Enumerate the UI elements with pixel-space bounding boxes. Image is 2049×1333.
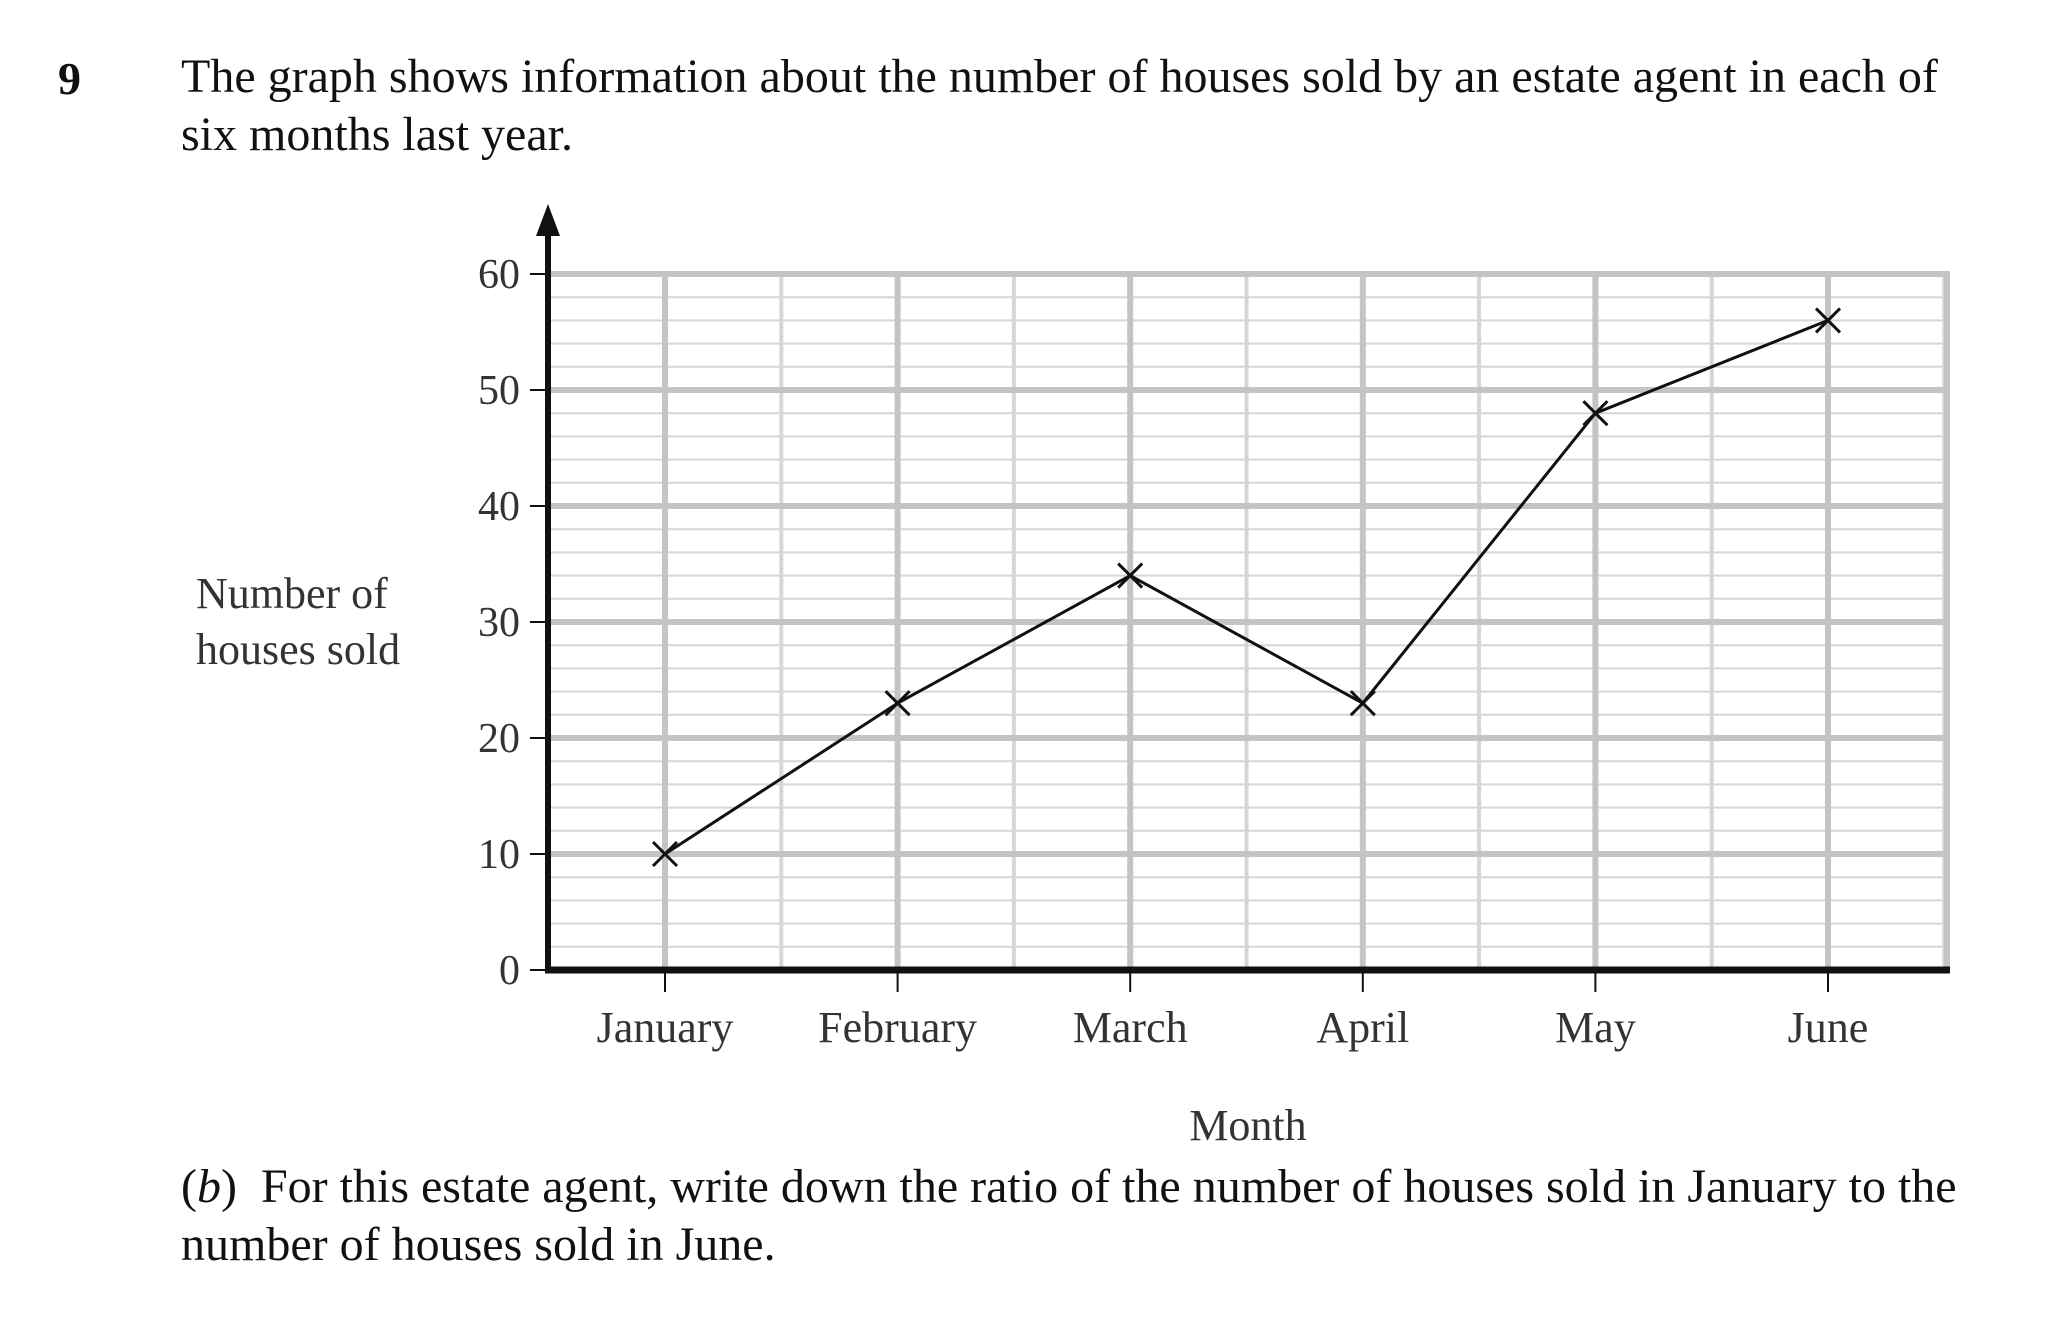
data-point-marker bbox=[1117, 562, 1144, 589]
y-tick-label: 50 bbox=[478, 368, 520, 414]
marker-stroke bbox=[1117, 562, 1144, 589]
data-point-marker bbox=[1349, 690, 1376, 717]
marker-stroke bbox=[1814, 307, 1842, 334]
part-letter: b bbox=[196, 1160, 221, 1213]
x-axis-label: Month bbox=[1189, 1101, 1306, 1150]
data-point-marker bbox=[651, 840, 679, 868]
series bbox=[651, 307, 1842, 868]
data-point-marker bbox=[1582, 400, 1609, 427]
x-tick-label: March bbox=[1073, 1003, 1188, 1052]
part-label: (b) bbox=[181, 1160, 237, 1213]
y-tick-label: 0 bbox=[499, 948, 520, 994]
y-axis-ticks: 0 10 20 30 40 50 60 bbox=[478, 252, 548, 994]
y-axis-arrowhead bbox=[536, 204, 560, 236]
y-tick-label: 20 bbox=[478, 716, 520, 762]
data-point-marker bbox=[1814, 307, 1842, 334]
grid bbox=[548, 271, 1950, 970]
marker-stroke bbox=[1349, 690, 1376, 717]
data-point-marker bbox=[884, 690, 911, 717]
x-tick-label: April bbox=[1316, 1003, 1409, 1052]
question-intro: The graph shows information about the nu… bbox=[181, 50, 1938, 161]
question-number: 9 bbox=[58, 53, 81, 104]
part-text: For this estate agent, write down the ra… bbox=[181, 1160, 1957, 1271]
question-part-b: (b) For this estate agent, write down th… bbox=[181, 1158, 2001, 1274]
y-tick-label: 40 bbox=[478, 484, 520, 530]
axes bbox=[536, 204, 1950, 974]
marker-stroke bbox=[651, 840, 679, 868]
marker-stroke bbox=[884, 690, 911, 717]
y-tick-label: 30 bbox=[478, 600, 520, 646]
x-tick-label: May bbox=[1555, 1003, 1636, 1052]
y-tick-label: 10 bbox=[478, 832, 520, 878]
x-tick-label: June bbox=[1788, 1003, 1869, 1052]
x-tick-label: January bbox=[597, 1003, 734, 1052]
x-tick-label: February bbox=[818, 1003, 977, 1052]
marker-stroke bbox=[1582, 400, 1609, 427]
y-axis-label-line-2: houses sold bbox=[196, 625, 400, 674]
y-tick-label: 60 bbox=[478, 252, 520, 298]
y-axis-label-line-1: Number of bbox=[196, 569, 388, 618]
x-axis-ticks: January February March April May June bbox=[597, 970, 1869, 1052]
series-line bbox=[664, 319, 1829, 856]
